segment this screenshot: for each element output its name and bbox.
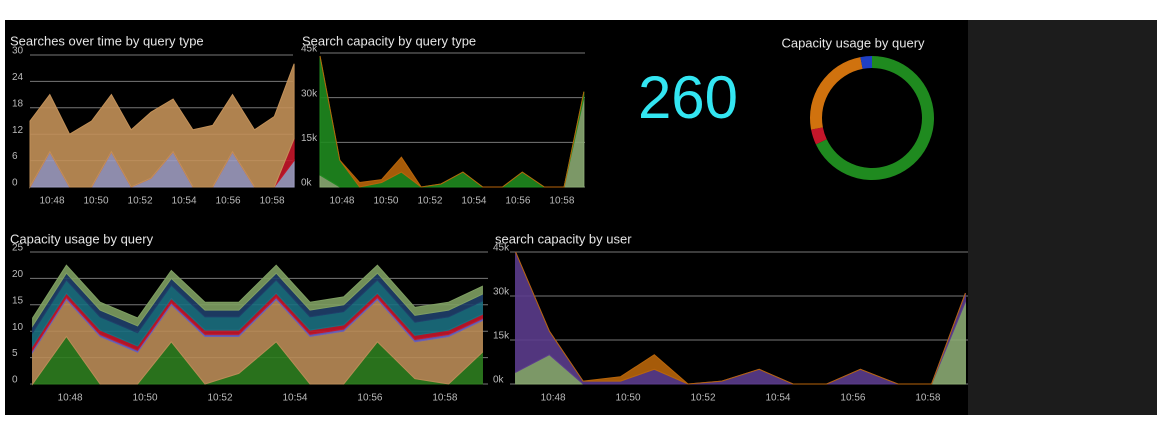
x-tick-label: 10:58 (549, 196, 574, 207)
stat-value: 260 (638, 64, 738, 131)
y-tick-label: 30 (12, 46, 24, 57)
x-tick-label: 10:56 (216, 196, 241, 207)
y-tick-label: 45k (493, 243, 510, 254)
x-tick-label: 10:56 (505, 196, 530, 207)
y-tick-label: 15 (12, 295, 24, 306)
x-tick-label: 10:58 (915, 393, 940, 404)
donut-slice (811, 127, 827, 145)
x-tick-label: 10:50 (616, 393, 641, 404)
panel-title: Search capacity by query type (302, 33, 476, 48)
series-area (319, 55, 585, 188)
x-tick-label: 10:54 (172, 196, 197, 207)
y-tick-label: 18 (12, 98, 24, 109)
y-tick-label: 6 (12, 151, 18, 162)
x-tick-label: 10:50 (133, 393, 158, 404)
y-tick-label: 10 (12, 322, 24, 333)
y-tick-label: 30k (301, 88, 318, 99)
x-tick-label: 10:48 (541, 393, 566, 404)
x-tick-label: 10:56 (840, 393, 865, 404)
side-panel (968, 20, 1157, 415)
panel-title: Capacity usage by query (10, 231, 154, 246)
x-tick-label: 10:54 (461, 196, 486, 207)
x-tick-label: 10:56 (357, 393, 382, 404)
x-tick-label: 10:54 (282, 393, 307, 404)
x-tick-label: 10:58 (260, 196, 285, 207)
y-tick-label: 5 (12, 348, 18, 359)
x-tick-label: 10:58 (432, 393, 457, 404)
panel-title: Capacity usage by query (781, 35, 925, 50)
x-tick-label: 10:52 (128, 196, 153, 207)
x-tick-label: 10:54 (765, 393, 790, 404)
y-tick-label: 24 (12, 72, 24, 83)
x-tick-label: 10:52 (691, 393, 716, 404)
x-tick-label: 10:52 (208, 393, 233, 404)
y-tick-label: 0 (12, 178, 18, 189)
y-tick-label: 20 (12, 269, 24, 280)
series-area (32, 264, 483, 328)
y-tick-label: 0k (493, 375, 505, 386)
y-tick-label: 25 (12, 243, 24, 254)
donut-slice (810, 57, 863, 130)
y-tick-label: 45k (301, 44, 318, 55)
y-tick-label: 12 (12, 125, 24, 136)
x-tick-label: 10:48 (58, 393, 83, 404)
donut-slice (860, 56, 872, 69)
x-tick-label: 10:50 (84, 196, 109, 207)
panel-title: search capacity by user (495, 231, 632, 246)
x-tick-label: 10:50 (373, 196, 398, 207)
y-tick-label: 15k (493, 331, 510, 342)
series-area (29, 63, 295, 189)
y-tick-label: 0k (301, 178, 313, 189)
y-tick-label: 30k (493, 287, 510, 298)
series-area (515, 251, 966, 385)
x-tick-label: 10:48 (39, 196, 64, 207)
x-tick-label: 10:48 (329, 196, 354, 207)
panel-title: Searches over time by query type (10, 33, 204, 48)
y-tick-label: 15k (301, 133, 318, 144)
y-tick-label: 0 (12, 375, 18, 386)
x-tick-label: 10:52 (417, 196, 442, 207)
